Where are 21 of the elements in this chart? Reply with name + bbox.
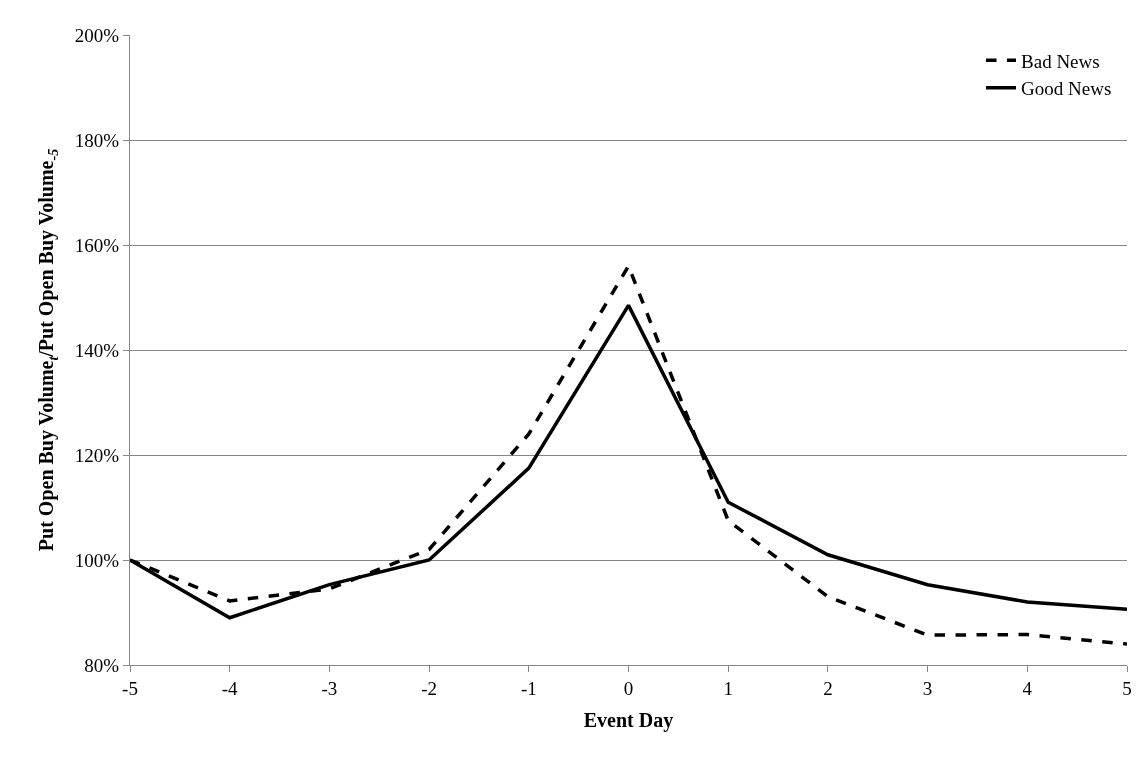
x-tick-label: -4 xyxy=(221,677,239,699)
x-tick-label: 5 xyxy=(1122,677,1132,699)
x-tick-label: 3 xyxy=(922,677,933,699)
x-tick-label: 2 xyxy=(823,677,833,699)
legend-label: Bad News xyxy=(1021,50,1100,72)
legend-label: Good News xyxy=(1021,78,1112,100)
y-tick-label: 100% xyxy=(74,549,120,571)
x-tick-label: 0 xyxy=(623,677,634,699)
y-tick-label: 180% xyxy=(74,129,120,151)
y-tick-label: 160% xyxy=(74,234,120,256)
x-axis-title: Event Day xyxy=(583,709,674,733)
x-tick-label: -2 xyxy=(421,677,438,699)
x-tick-label: 1 xyxy=(723,677,733,699)
x-tick-label: -3 xyxy=(321,677,338,699)
y-tick-label: 120% xyxy=(74,444,120,466)
y-tick-label: 80% xyxy=(84,654,120,676)
y-tick-label: 140% xyxy=(74,339,120,361)
x-tick-label: 4 xyxy=(1022,677,1033,699)
x-tick-label: -5 xyxy=(122,677,138,699)
y-tick-label: 200% xyxy=(74,24,120,46)
x-tick-label: -1 xyxy=(520,677,537,699)
